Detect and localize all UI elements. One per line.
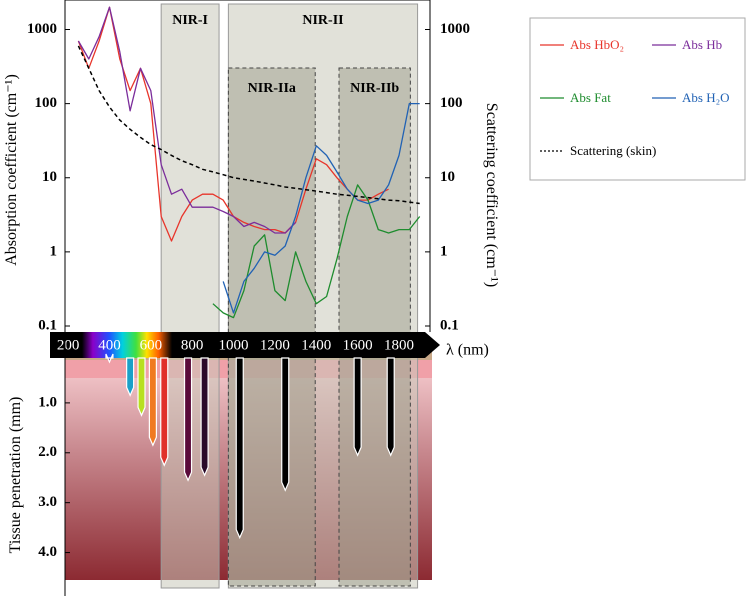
y2-tick-label: 1 — [440, 243, 448, 259]
penetration-arrow — [105, 353, 114, 364]
band-label: NIR-I — [172, 13, 208, 28]
y-tick-label: 0.1 — [38, 317, 57, 333]
x-tick-label: 1600 — [343, 337, 373, 353]
depth-tick-label: 4.0 — [38, 544, 57, 560]
series-line — [77, 45, 420, 205]
x-tick-label: 600 — [140, 337, 163, 353]
plot — [77, 6, 421, 319]
y2-axis-label: Scattering coefficient (cm⁻¹) — [483, 103, 500, 287]
penetration-arrow — [386, 357, 395, 457]
x-tick-label: 400 — [98, 337, 121, 353]
y2-tick-label: 0.1 — [440, 317, 459, 333]
depth-tick-label: 2.0 — [38, 444, 57, 460]
visible-spectrum — [82, 332, 172, 358]
band — [160, 3, 220, 589]
penetration-arrow — [200, 357, 209, 477]
legend: Abs HbO₂ Abs Hb Abs Fat Abs H₂O Scattering (… — [540, 37, 730, 158]
penetration-arrow — [137, 357, 146, 417]
y2-tick-label: 100 — [440, 95, 463, 111]
penetration-arrow — [235, 357, 244, 540]
y-tick-label: 10 — [42, 169, 57, 185]
legend-label: Scattering (skin) — [570, 143, 656, 158]
band — [227, 3, 419, 589]
legend-label: Abs HbO₂ — [570, 37, 624, 52]
series-line — [212, 184, 421, 319]
band-label: NIR-II — [302, 13, 343, 28]
legend-label: Abs Hb — [682, 37, 722, 52]
x-axis-label: λ (nm) — [446, 342, 489, 359]
y2-tick-label: 1000 — [440, 21, 470, 37]
legend-label: Abs Fat — [570, 90, 611, 105]
x-tick-label: 1200 — [260, 337, 290, 353]
x-tick-label: 200 — [57, 337, 80, 353]
penetration-arrow — [353, 357, 362, 457]
band-label: NIR-IIa — [248, 81, 296, 96]
y-tick-label: 100 — [35, 95, 58, 111]
penetration-arrow — [126, 357, 135, 397]
y-tick-label: 1 — [50, 243, 58, 259]
y-axis-label: Absorption coefficient (cm⁻¹) — [3, 74, 20, 266]
series-line — [77, 6, 297, 234]
band-label: NIR-IIb — [350, 81, 399, 96]
bands: NIR-I NIR-II NIR-IIa NIR-IIb — [160, 3, 419, 589]
depth-tick-label: 1.0 — [38, 394, 57, 410]
penetration-arrow — [281, 357, 290, 492]
legend-box — [529, 17, 746, 181]
y-tick-label: 1000 — [27, 21, 57, 37]
depth-axis-label: Tissue penetration (mm) — [7, 397, 24, 554]
depth-tick-label: 3.0 — [38, 494, 57, 510]
y2-tick-label: 10 — [440, 169, 455, 185]
penetration-arrow — [160, 357, 169, 467]
x-tick-label: 800 — [181, 337, 204, 353]
x-tick-label: 1000 — [219, 337, 249, 353]
band — [338, 67, 411, 587]
x-tick-label: 1800 — [384, 337, 414, 353]
legend-label: Abs H₂O — [682, 90, 730, 105]
penetration-arrow — [148, 357, 157, 447]
penetration-arrow — [183, 357, 193, 482]
series-line — [222, 102, 420, 314]
x-tick-label: 1400 — [301, 337, 331, 353]
overlay: 0.1 1 10 100 1000 0.1 1 10 100 1000 200 400 600 800 10… — [27, 21, 470, 560]
